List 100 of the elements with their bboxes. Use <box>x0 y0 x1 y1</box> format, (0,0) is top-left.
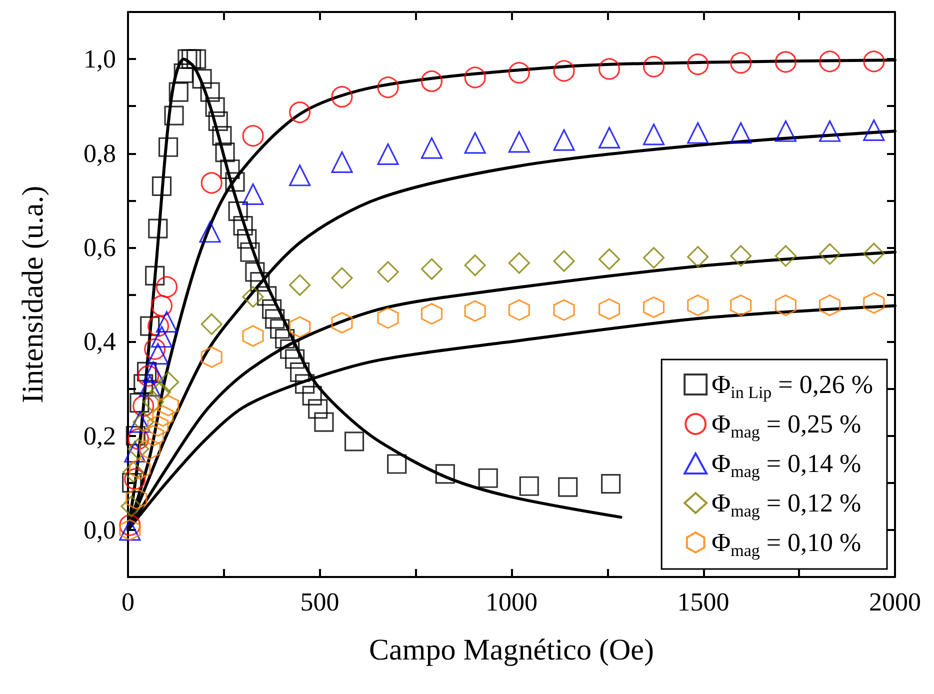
y-tick-label: 0,6 <box>84 232 116 262</box>
point <box>280 339 300 359</box>
point <box>134 374 154 394</box>
point <box>220 159 240 180</box>
point <box>208 111 228 132</box>
point <box>302 386 322 406</box>
point <box>519 476 539 496</box>
point <box>128 428 150 450</box>
point <box>156 276 178 298</box>
point <box>289 316 311 338</box>
point <box>598 248 620 270</box>
point <box>598 58 620 80</box>
point <box>558 477 578 497</box>
point <box>420 70 443 92</box>
point <box>126 488 148 510</box>
point <box>140 316 160 336</box>
point <box>377 76 399 98</box>
point <box>257 286 277 306</box>
point <box>199 221 221 243</box>
point <box>819 294 841 316</box>
point <box>122 461 144 483</box>
point <box>275 328 295 349</box>
point <box>148 315 170 337</box>
point <box>285 349 305 369</box>
point <box>150 326 173 348</box>
point <box>237 229 257 249</box>
point <box>774 120 797 142</box>
point <box>553 250 575 272</box>
point <box>598 298 620 320</box>
point <box>377 261 399 283</box>
point <box>819 50 841 72</box>
point <box>289 164 311 186</box>
point <box>225 172 245 192</box>
point <box>145 266 165 286</box>
point <box>228 201 248 221</box>
point <box>147 415 169 437</box>
point <box>377 143 399 165</box>
point <box>192 69 212 89</box>
point <box>150 295 173 317</box>
point <box>139 375 161 397</box>
point <box>200 172 222 194</box>
point <box>601 474 621 494</box>
point <box>687 53 709 76</box>
point <box>242 183 264 206</box>
y-tick-label: 0,8 <box>84 138 116 168</box>
point <box>420 137 443 159</box>
point <box>124 468 146 490</box>
point <box>730 52 752 74</box>
point <box>245 262 265 282</box>
point <box>553 60 575 82</box>
point <box>435 464 455 484</box>
point <box>464 254 486 276</box>
point <box>122 473 142 493</box>
point <box>774 245 797 267</box>
y-tick-label: 1,0 <box>84 44 116 74</box>
point <box>863 292 885 314</box>
x-tick-label: 1000 <box>486 588 538 616</box>
point <box>200 313 222 335</box>
point <box>200 346 222 368</box>
point <box>142 361 164 383</box>
point <box>149 381 172 403</box>
point <box>331 86 353 108</box>
point <box>186 49 206 69</box>
point <box>144 338 166 360</box>
point <box>205 97 225 117</box>
point <box>142 424 164 447</box>
point <box>508 131 530 153</box>
point <box>289 274 311 296</box>
point <box>168 82 188 102</box>
x-tick-label: 0 <box>122 588 134 616</box>
point <box>164 106 184 126</box>
point <box>730 294 752 316</box>
point <box>464 66 486 88</box>
point <box>157 371 180 393</box>
point <box>464 132 486 154</box>
point <box>124 440 146 463</box>
point <box>136 362 157 382</box>
y-tick-label: 0,4 <box>84 327 116 356</box>
point <box>642 246 665 269</box>
point <box>289 101 311 124</box>
point <box>643 56 665 78</box>
point <box>819 120 841 142</box>
point <box>129 411 151 433</box>
y-tick-label: 0,0 <box>84 515 116 544</box>
x-axis-title: Campo Magnético (Oe) <box>369 634 654 666</box>
point <box>242 325 264 347</box>
point <box>314 412 334 432</box>
point <box>270 319 290 339</box>
point <box>138 365 160 387</box>
point <box>242 286 264 308</box>
point <box>181 49 202 69</box>
point <box>819 243 841 265</box>
point <box>240 242 260 262</box>
point <box>687 294 709 316</box>
point <box>129 458 151 480</box>
point <box>212 126 232 146</box>
point <box>250 272 270 292</box>
point <box>478 468 498 488</box>
point <box>215 142 235 162</box>
point <box>642 124 665 146</box>
